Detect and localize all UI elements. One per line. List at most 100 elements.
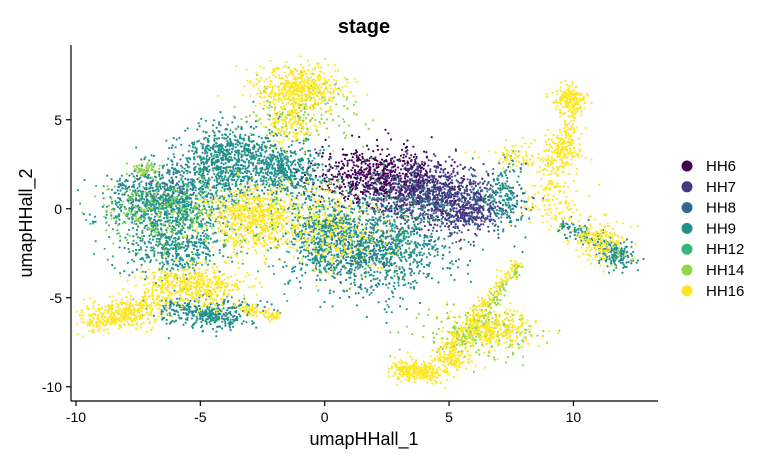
data-point-hh9 — [228, 145, 231, 148]
data-point-hh6 — [324, 165, 327, 168]
data-point-hh8 — [443, 204, 446, 207]
data-point-hh9 — [260, 137, 263, 140]
data-point-hh6 — [369, 172, 372, 176]
data-point-hh6 — [385, 160, 388, 163]
data-point-hh9 — [495, 214, 498, 217]
data-point-hh6 — [410, 174, 413, 177]
data-point-hh7 — [454, 214, 457, 217]
data-point-hh9 — [357, 292, 360, 295]
data-point-hh8 — [348, 295, 351, 299]
data-point-hh7 — [422, 174, 426, 177]
data-point-hh7 — [355, 178, 358, 181]
data-point-hh7 — [452, 226, 455, 229]
data-point-hh8 — [491, 222, 494, 225]
data-point-hh6 — [328, 163, 331, 166]
data-point-hh7 — [414, 217, 417, 220]
data-point-hh8 — [455, 241, 458, 244]
data-point-hh7 — [432, 153, 435, 156]
data-point-hh6 — [350, 159, 353, 162]
data-point-hh9 — [421, 243, 425, 246]
data-point-hh7 — [404, 190, 407, 193]
data-point-hh9 — [240, 137, 243, 140]
data-point-hh7 — [477, 182, 480, 185]
data-point-hh9 — [204, 247, 207, 250]
data-point-hh8 — [370, 198, 373, 201]
data-point-hh9 — [204, 309, 207, 312]
data-point-hh8 — [454, 259, 458, 263]
data-point-hh7 — [492, 203, 495, 206]
data-point-hh9 — [430, 277, 433, 280]
data-point-hh9 — [304, 255, 307, 258]
data-point-hh6 — [374, 169, 377, 172]
data-point-hh9 — [245, 172, 248, 175]
data-point-hh9 — [135, 223, 138, 226]
data-point-hh6 — [354, 188, 357, 191]
data-point-hh7 — [432, 212, 435, 215]
data-point-hh9 — [277, 180, 280, 183]
data-point-hh7 — [404, 222, 407, 225]
data-point-hh9 — [393, 230, 396, 233]
data-point-hh6 — [346, 159, 349, 162]
data-point-hh9 — [364, 272, 367, 275]
data-point-hh9 — [448, 251, 451, 254]
data-point-hh9 — [237, 163, 240, 167]
data-point-hh6 — [353, 176, 356, 179]
data-point-hh9 — [204, 119, 207, 122]
data-point-hh7 — [446, 191, 449, 194]
data-point-hh6 — [368, 166, 371, 169]
points-layer — [75, 55, 645, 389]
data-point-hh7 — [430, 159, 433, 162]
data-point-hh9 — [401, 277, 404, 280]
data-point-hh6 — [389, 159, 392, 162]
data-point-hh6 — [406, 160, 409, 163]
data-point-hh9 — [182, 227, 185, 230]
data-point-hh9 — [237, 125, 240, 128]
data-point-hh9 — [118, 201, 121, 204]
data-point-hh9 — [178, 136, 181, 140]
data-point-hh7 — [406, 170, 410, 173]
data-point-hh9 — [189, 193, 192, 196]
data-point-hh9 — [299, 148, 302, 151]
data-point-hh7 — [392, 201, 395, 204]
data-point-hh7 — [394, 188, 397, 191]
data-point-hh6 — [369, 176, 372, 179]
data-point-hh12 — [171, 234, 174, 237]
data-point-hh9 — [349, 267, 352, 271]
data-point-hh9 — [191, 149, 194, 152]
data-point-hh8 — [340, 230, 343, 233]
data-point-hh9 — [273, 308, 276, 311]
data-point-hh7 — [487, 174, 490, 177]
data-point-hh8 — [229, 188, 232, 191]
data-point-hh6 — [358, 169, 361, 172]
data-point-hh7 — [410, 187, 413, 190]
data-point-hh9 — [424, 242, 427, 245]
data-point-hh7 — [419, 176, 422, 179]
data-point-hh9 — [137, 178, 141, 181]
data-point-hh9 — [406, 239, 410, 242]
data-point-hh6 — [383, 192, 386, 195]
data-point-hh8 — [468, 214, 471, 217]
data-point-hh9 — [384, 237, 387, 240]
data-point-hh9 — [162, 305, 165, 308]
data-point-hh9 — [401, 256, 404, 259]
data-point-hh9 — [381, 282, 385, 286]
data-point-hh9 — [412, 228, 415, 231]
data-point-hh6 — [334, 161, 338, 164]
data-point-hh9 — [504, 182, 507, 185]
data-point-hh9 — [420, 219, 423, 222]
data-point-hh9 — [212, 253, 215, 257]
data-point-hh8 — [443, 174, 446, 177]
data-point-hh6 — [357, 170, 360, 173]
data-point-hh9 — [200, 326, 203, 329]
data-point-hh6 — [359, 176, 363, 179]
data-point-hh7 — [462, 175, 465, 178]
data-point-hh9 — [192, 179, 195, 182]
data-point-hh6 — [368, 162, 371, 165]
data-point-hh9 — [316, 259, 319, 263]
data-point-hh9 — [116, 205, 120, 208]
data-point-hh8 — [423, 187, 426, 190]
data-point-hh7 — [441, 199, 444, 202]
data-point-hh6 — [422, 164, 425, 167]
data-point-hh8 — [440, 201, 443, 204]
data-point-hh7 — [464, 203, 467, 207]
